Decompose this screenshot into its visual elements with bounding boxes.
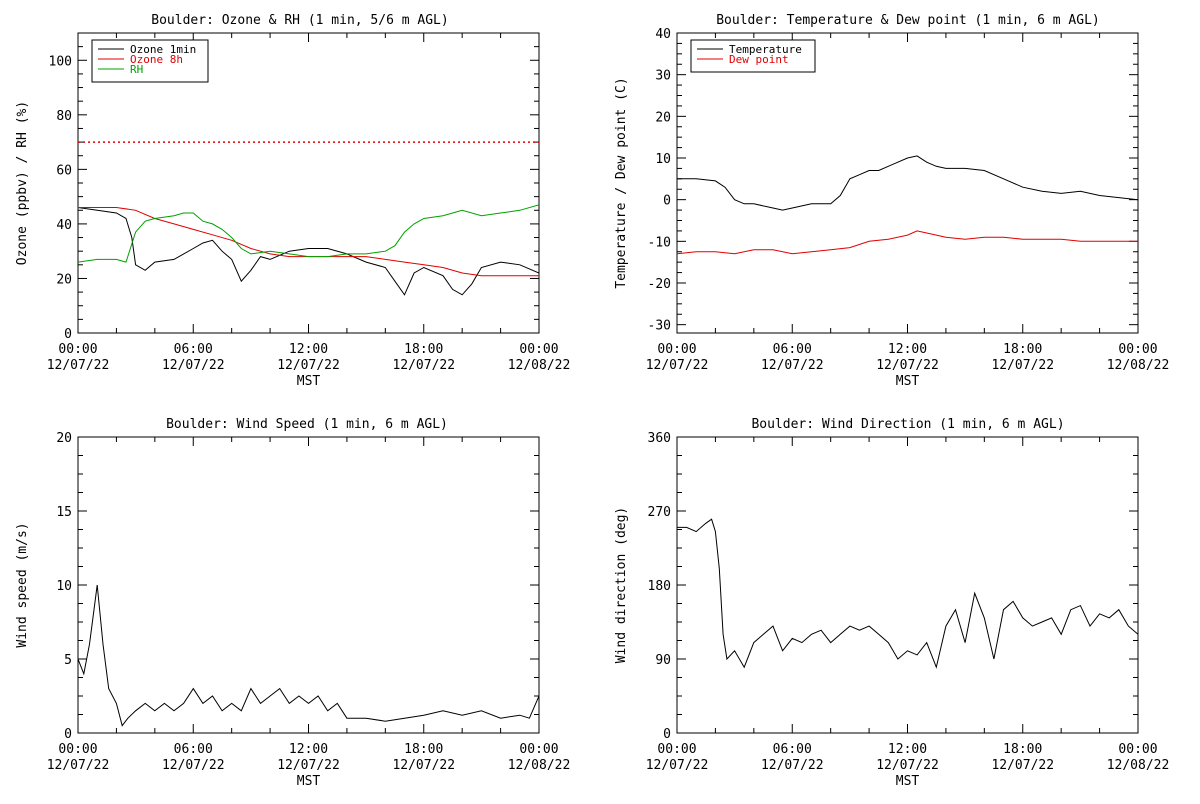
legend-box <box>91 39 209 83</box>
x-tick-date-label: 12/07/22 <box>991 358 1054 373</box>
x-tick-time-label: 12:00 <box>289 742 328 757</box>
y-tick-label: 80 <box>56 109 72 124</box>
legend-label: RH <box>130 63 143 76</box>
x-tick-date-label: 12/07/22 <box>392 358 455 373</box>
x-tick-time-label: 00:00 <box>657 342 696 357</box>
plot-frame <box>77 436 540 734</box>
y-tick-label: 40 <box>655 27 671 42</box>
x-tick-date-label: 12/07/22 <box>162 358 225 373</box>
y-tick-label: -20 <box>648 277 671 292</box>
y-tick-label: 30 <box>655 69 671 84</box>
y-axis-label: Ozone (ppbv) / RH (%) <box>15 101 30 265</box>
chart-panel-2: Boulder: Temperature & Dew point (1 min,… <box>614 13 1169 389</box>
x-axis-label: MST <box>297 374 321 389</box>
x-axis-label: MST <box>297 774 321 789</box>
series-line-wind-speed <box>78 584 539 727</box>
chart-panel-3: Boulder: Wind Speed (1 min, 6 m AGL) 0 5 10… <box>15 417 570 789</box>
x-tick-date-label: 12/07/22 <box>876 358 939 373</box>
x-tick-time-label: 06:00 <box>773 742 812 757</box>
y-tick-label: 10 <box>56 579 72 594</box>
y-tick-label: 0 <box>64 727 72 742</box>
x-tick-time-label: 06:00 <box>174 742 213 757</box>
y-tick-label: 20 <box>56 431 72 446</box>
x-tick-time-label: 12:00 <box>888 342 927 357</box>
y-tick-label: 0 <box>663 194 671 209</box>
series-line-temperature <box>677 155 1138 211</box>
x-tick-time-label: 18:00 <box>1003 742 1042 757</box>
plot-frame <box>676 32 1139 334</box>
series-line-ozone-8h <box>78 207 539 277</box>
y-tick-label: 40 <box>56 218 72 233</box>
x-tick-date-label: 12/07/22 <box>47 358 110 373</box>
y-tick-label: 360 <box>648 431 671 446</box>
legend-label: Dew point <box>729 53 789 66</box>
x-tick-date-label: 12/07/22 <box>991 758 1054 773</box>
y-tick-label: 20 <box>655 110 671 125</box>
chart-title: Boulder: Wind Direction (1 min, 6 m AGL) <box>751 417 1064 432</box>
x-axis-label: MST <box>896 374 920 389</box>
x-tick-date-label: 12/07/22 <box>646 758 709 773</box>
x-tick-time-label: 18:00 <box>1003 342 1042 357</box>
x-tick-date-label: 12/07/22 <box>277 358 340 373</box>
y-tick-label: 270 <box>648 505 671 520</box>
legend-box <box>690 39 816 73</box>
series-line-rh <box>78 204 539 263</box>
y-axis-label: Temperature / Dew point (C) <box>614 77 629 288</box>
y-tick-label: 5 <box>64 653 72 668</box>
x-tick-time-label: 12:00 <box>289 342 328 357</box>
y-tick-label: 0 <box>663 727 671 742</box>
y-axis-label: Wind speed (m/s) <box>15 522 30 647</box>
y-tick-label: 15 <box>56 505 72 520</box>
x-tick-time-label: 12:00 <box>888 742 927 757</box>
x-tick-date-label: 12/07/22 <box>47 758 110 773</box>
chart-title: Boulder: Ozone & RH (1 min, 5/6 m AGL) <box>151 13 448 28</box>
legend-label: Ozone 8h <box>130 53 183 66</box>
x-tick-time-label: 00:00 <box>519 342 558 357</box>
y-tick-label: 0 <box>64 327 72 342</box>
x-tick-time-label: 06:00 <box>174 342 213 357</box>
y-tick-label: 60 <box>56 163 72 178</box>
x-tick-time-label: 00:00 <box>1118 342 1157 357</box>
y-tick-label: -30 <box>648 319 671 334</box>
y-tick-label: 20 <box>56 272 72 287</box>
series-line-wind-direction <box>677 518 1138 669</box>
legend-label: Ozone 1min <box>130 43 196 56</box>
x-tick-time-label: 00:00 <box>1118 742 1157 757</box>
x-tick-time-label: 00:00 <box>58 742 97 757</box>
x-tick-date-label: 12/07/22 <box>392 758 455 773</box>
x-tick-date-label: 12/07/22 <box>761 358 824 373</box>
x-tick-date-label: 12/07/22 <box>162 758 225 773</box>
x-tick-date-label: 12/08/22 <box>508 758 571 773</box>
x-tick-time-label: 18:00 <box>404 342 443 357</box>
x-tick-date-label: 12/08/22 <box>1107 758 1170 773</box>
x-tick-date-label: 12/07/22 <box>761 758 824 773</box>
plot-frame <box>676 436 1139 734</box>
y-tick-label: 10 <box>655 152 671 167</box>
legend-label: Temperature <box>729 43 802 56</box>
x-tick-date-label: 12/07/22 <box>277 758 340 773</box>
x-axis-label: MST <box>896 774 920 789</box>
y-tick-label: 90 <box>655 653 671 668</box>
x-tick-time-label: 00:00 <box>519 742 558 757</box>
chart-title: Boulder: Temperature & Dew point (1 min,… <box>716 13 1100 28</box>
chart-panel-4: Boulder: Wind Direction (1 min, 6 m AGL)… <box>614 417 1169 789</box>
chart-title: Boulder: Wind Speed (1 min, 6 m AGL) <box>166 417 448 432</box>
x-tick-date-label: 12/07/22 <box>646 358 709 373</box>
x-tick-time-label: 00:00 <box>58 342 97 357</box>
x-tick-date-label: 12/08/22 <box>1107 358 1170 373</box>
series-line-dew-point <box>677 230 1138 255</box>
y-axis-label: Wind direction (deg) <box>614 507 629 664</box>
x-tick-time-label: 06:00 <box>773 342 812 357</box>
y-tick-label: -10 <box>648 235 671 250</box>
x-tick-date-label: 12/07/22 <box>876 758 939 773</box>
y-tick-label: 100 <box>49 54 72 69</box>
y-tick-label: 180 <box>648 579 671 594</box>
x-tick-date-label: 12/08/22 <box>508 358 571 373</box>
x-tick-time-label: 18:00 <box>404 742 443 757</box>
chart-panel-1: Boulder: Ozone & RH (1 min, 5/6 m AGL) 0 2… <box>15 13 570 389</box>
x-tick-time-label: 00:00 <box>657 742 696 757</box>
